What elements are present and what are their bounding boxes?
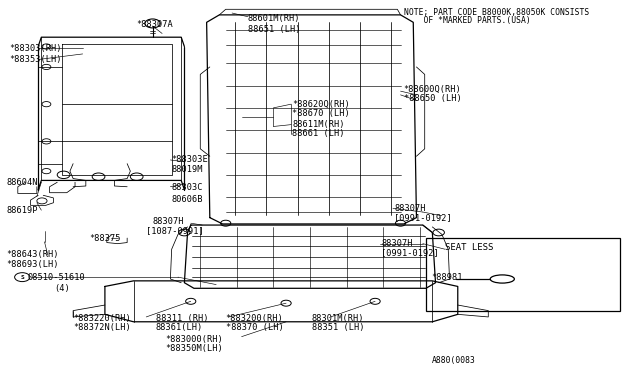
Text: *88693(LH): *88693(LH): [6, 260, 59, 269]
Text: *88307A: *88307A: [137, 20, 173, 29]
Bar: [426, 238, 620, 311]
Text: *883220(RH): *883220(RH): [73, 314, 131, 323]
Text: 88307H: 88307H: [152, 217, 184, 226]
Text: *88600Q(RH): *88600Q(RH): [404, 85, 461, 94]
Text: 88601M(RH): 88601M(RH): [248, 14, 300, 23]
Text: *88350M(LH): *88350M(LH): [165, 344, 223, 353]
Text: [1087-0991]: [1087-0991]: [146, 226, 204, 235]
Text: (4): (4): [54, 284, 70, 293]
Text: *88981: *88981: [431, 273, 463, 282]
Ellipse shape: [490, 275, 515, 283]
Text: S: S: [20, 275, 24, 280]
Text: 08510-51610: 08510-51610: [28, 273, 85, 282]
Text: NOTE; PART CODE B8000K,88050K CONSISTS: NOTE; PART CODE B8000K,88050K CONSISTS: [404, 8, 589, 17]
Text: *88370 (LH): *88370 (LH): [226, 323, 284, 332]
Text: *88303(RH): *88303(RH): [10, 44, 62, 53]
Text: *88303E: *88303E: [172, 155, 209, 164]
Text: 88611M(RH): 88611M(RH): [292, 120, 345, 129]
Text: A880(0083: A880(0083: [433, 356, 476, 365]
Text: 88361(LH): 88361(LH): [156, 323, 203, 332]
Text: *883000(RH): *883000(RH): [165, 335, 223, 344]
Text: OF *MARKED PARTS.(USA): OF *MARKED PARTS.(USA): [404, 16, 531, 25]
Text: *88375: *88375: [89, 234, 120, 243]
Text: 88301M(RH): 88301M(RH): [312, 314, 364, 323]
Text: 88303C: 88303C: [172, 183, 203, 192]
Text: SEAT LESS: SEAT LESS: [445, 243, 493, 251]
Text: 88019M: 88019M: [172, 165, 203, 174]
Text: 88604N: 88604N: [6, 178, 38, 187]
Text: [0991-0192]: [0991-0192]: [381, 248, 439, 257]
Text: 80606B: 80606B: [172, 195, 203, 203]
Text: 88651 (LH): 88651 (LH): [248, 25, 300, 34]
Text: 88351 (LH): 88351 (LH): [312, 323, 364, 332]
Text: 88307H: 88307H: [381, 239, 413, 248]
Text: *883200(RH): *883200(RH): [226, 314, 284, 323]
Text: *88650 (LH): *88650 (LH): [404, 94, 461, 103]
Text: 88619P: 88619P: [6, 206, 38, 215]
Text: *88620Q(RH): *88620Q(RH): [292, 100, 350, 109]
Text: *88372N(LH): *88372N(LH): [73, 323, 131, 332]
Text: *88353(LH): *88353(LH): [10, 55, 62, 64]
Text: 88311 (RH): 88311 (RH): [156, 314, 208, 323]
Text: 88307H: 88307H: [394, 204, 426, 213]
Text: [0991-0192]: [0991-0192]: [394, 213, 452, 222]
Text: 88661 (LH): 88661 (LH): [292, 129, 345, 138]
Text: *88670 (LH): *88670 (LH): [292, 109, 350, 118]
Text: *88643(RH): *88643(RH): [6, 250, 59, 259]
